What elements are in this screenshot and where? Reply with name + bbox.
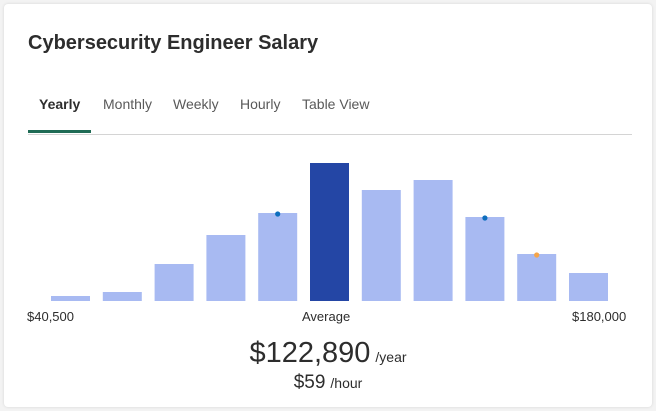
histogram-bar[interactable] (569, 273, 608, 301)
yearly-salary-value: $122,890 (249, 337, 371, 369)
histogram-bar[interactable] (361, 190, 401, 301)
axis-max-label: $180,000 (572, 309, 627, 324)
histogram-bar[interactable] (413, 180, 453, 301)
tab-weekly[interactable]: Weekly (173, 96, 219, 112)
tab-monthly[interactable]: Monthly (103, 96, 153, 112)
histogram-bar[interactable] (102, 292, 142, 301)
hourly-salary: $59/hour (4, 372, 652, 394)
histogram-bar[interactable] (258, 213, 298, 301)
histogram-bar-average[interactable] (310, 163, 349, 301)
hourly-unit: /hour (330, 375, 363, 391)
histogram-bar[interactable] (206, 235, 246, 301)
tab-table-view[interactable]: Table View (302, 96, 370, 112)
salary-histogram (51, 163, 608, 301)
axis-min-label: $40,500 (27, 309, 74, 324)
hourly-salary-value: $59 (293, 372, 326, 393)
salary-card: Cybersecurity Engineer Salary Yearly Mon… (4, 4, 652, 407)
tab-yearly[interactable]: Yearly (27, 86, 92, 133)
period-tabs: Yearly Monthly Weekly Hourly Table View (27, 86, 632, 135)
histogram-bar[interactable] (51, 296, 90, 301)
bar-marker-dot (534, 252, 540, 258)
bar-marker-dot (275, 211, 281, 217)
histogram-bar[interactable] (517, 254, 557, 301)
axis-average-label: Average (302, 309, 351, 324)
bar-marker-dot (482, 215, 488, 221)
tab-hourly[interactable]: Hourly (240, 96, 281, 112)
histogram-bar[interactable] (465, 217, 505, 301)
yearly-unit: /year (375, 349, 407, 365)
yearly-salary: $122,890/year (4, 337, 652, 370)
histogram-bar[interactable] (154, 264, 194, 301)
page-title: Cybersecurity Engineer Salary (28, 32, 319, 54)
